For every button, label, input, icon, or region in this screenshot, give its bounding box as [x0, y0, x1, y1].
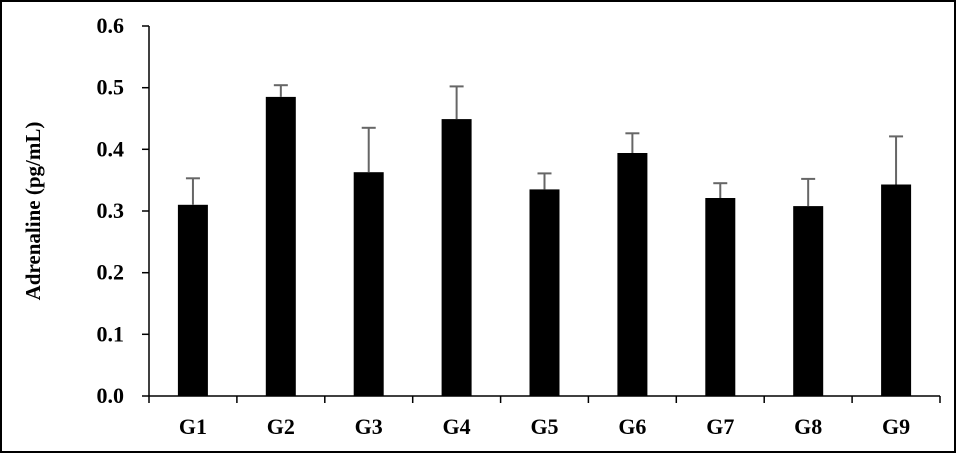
error-bars-group: [185, 84, 904, 207]
axes-group: [142, 25, 941, 403]
x-tick-label-g6: G6: [618, 414, 646, 439]
bar-g9: [881, 184, 912, 396]
bar-g1: [177, 204, 208, 396]
bar-g7: [705, 198, 736, 396]
y-tick-label: 0.6: [97, 13, 125, 38]
y-tick-label: 0.5: [97, 75, 125, 100]
bar-g8: [793, 206, 824, 396]
x-tick-label-g1: G1: [179, 414, 207, 439]
x-tick-label-g5: G5: [530, 414, 558, 439]
y-tick-label: 0.4: [97, 136, 125, 161]
bar-g2: [265, 96, 296, 397]
y-tick-label: 0.1: [97, 321, 125, 346]
labels-group: G1 G2 G3 G4 G5 G6 G7 G8 G9 0.0 0.1 0.2 0.3 0.4 0.5 0.6: [97, 13, 911, 439]
bar-g5: [529, 189, 560, 396]
bar-g6: [617, 153, 648, 396]
y-axis-title: Adrenaline (pg/mL): [21, 122, 45, 301]
bar-g3: [353, 172, 384, 396]
y-tick-label: 0.2: [97, 260, 125, 285]
x-tick-label-g8: G8: [794, 414, 822, 439]
x-tick-label-g9: G9: [882, 414, 910, 439]
bars-group: [177, 96, 912, 397]
y-tick-label: 0.3: [97, 198, 125, 223]
x-tick-label-g3: G3: [355, 414, 383, 439]
x-tick-label-g7: G7: [706, 414, 734, 439]
x-tick-label-g4: G4: [443, 414, 471, 439]
y-tick-label: 0.0: [97, 383, 125, 408]
bar-g4: [441, 119, 472, 396]
x-tick-label-g2: G2: [267, 414, 295, 439]
